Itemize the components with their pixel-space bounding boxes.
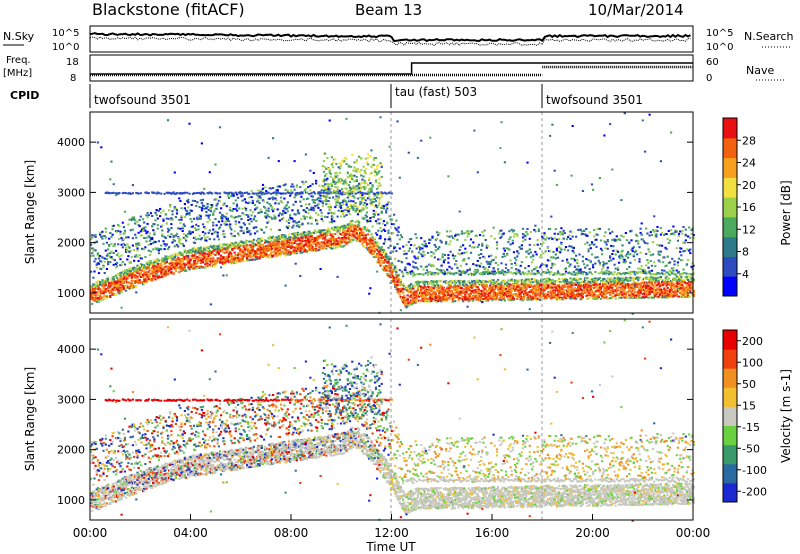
nsky-label: N.Sky — [3, 30, 35, 43]
velocity-colorbar-label: Velocity [m s-1] — [779, 369, 793, 463]
freq-panel: Freq. [MHz] 18 8 60 0 Nave — [3, 54, 784, 84]
power-colorbar-label: Power [dB] — [779, 180, 793, 245]
velocity-colorbar-segment-6 — [723, 368, 737, 388]
velocity-ylabel: Slant Range [km] — [23, 367, 37, 471]
noise-right-tick-top: 10^5 — [706, 28, 733, 39]
power-cbar-tick-label-2: 12 — [742, 223, 756, 236]
nave-label: Nave — [746, 64, 774, 77]
velocity-colorbar-segment-2 — [723, 444, 737, 465]
velocity-colorbar-segment-5 — [723, 387, 737, 407]
velocity-heatmap — [90, 319, 695, 522]
power-cbar-tick-label-5: 24 — [742, 157, 756, 170]
power-colorbar-segment-4 — [723, 197, 737, 218]
freq-tick-bottom: 8 — [70, 73, 76, 84]
velocity-cbar-tick-label-2: 50 — [742, 378, 756, 391]
x-axis-label: Time UT — [365, 540, 416, 554]
power-colorbar-segment-2 — [723, 236, 737, 257]
power-plot-frame — [89, 111, 694, 314]
xtick-label-5: 20:00 — [575, 526, 610, 540]
velocity-colorbar-frame — [722, 329, 738, 503]
power-colorbar-segment-6 — [723, 157, 737, 178]
velocity-panel: 1000 2000 3000 4000 Slant Range [km] — [23, 318, 695, 522]
x-axis: 00:00 04:00 08:00 12:00 16:00 20:00 00:00 — [73, 514, 711, 540]
power-colorbar-segment-3 — [723, 216, 737, 238]
velocity-cbar-tick-label-1: 100 — [742, 356, 763, 369]
xtick-label-3: 12:00 — [374, 526, 409, 540]
cpid-track: twofsound 3501 tau (fast) 503 twofsound … — [89, 84, 643, 108]
cpid-label: CPID — [10, 89, 39, 102]
velocity-colorbar-segment-4 — [723, 406, 737, 426]
velocity-colorbar: 200 100 50 15 -15 -50 -100 -200 — [722, 329, 767, 503]
xtick-label-4: 16:00 — [475, 526, 510, 540]
power-colorbar-segment-7 — [723, 137, 737, 159]
freq-unit-label: [MHz] — [3, 68, 32, 79]
velocity-cbar-tick-label-4: -15 — [742, 421, 760, 434]
velocity-cbar-tick-label-0: 200 — [742, 335, 763, 348]
nsearch-label: N.Search — [744, 30, 794, 43]
noise-right-tick-bottom: 10^0 — [706, 42, 733, 53]
velocity-cbar-tick-label-3: 15 — [742, 399, 756, 412]
cpid-segment-2: tau (fast) 503 — [395, 85, 477, 99]
velocity-colorbar-segment-1 — [723, 463, 737, 484]
velocity-cbar-tick-label-6: -100 — [742, 464, 767, 477]
freq-label: Freq. — [6, 55, 31, 66]
beam-title: Beam 13 — [355, 1, 422, 19]
nave-tick-top: 60 — [706, 57, 719, 68]
power-colorbar-segment-5 — [723, 177, 737, 198]
station-title: Blackstone (fitACF) — [92, 0, 245, 19]
power-cbar-tick-label-1: 8 — [742, 246, 749, 259]
velocity-colorbar-segment-8 — [723, 330, 737, 350]
velocity-colorbar-segment-0 — [723, 482, 737, 503]
power-ytick-label-3: 4000 — [57, 136, 85, 149]
power-ytick-label-0: 1000 — [57, 287, 85, 300]
cpid-segment-1: twofsound 3501 — [94, 93, 191, 107]
velocity-ytick-label-0: 1000 — [57, 494, 85, 507]
velocity-colorbar-segment-7 — [723, 349, 737, 369]
noise-left-tick-bottom: 10^0 — [52, 42, 79, 53]
power-colorbar-segment-8 — [723, 118, 737, 139]
noise-panel: N.Sky 10^5 10^0 10^5 10^0 N.Search — [3, 25, 794, 53]
power-cbar-tick-label-3: 16 — [742, 201, 756, 214]
power-colorbar-segment-0 — [723, 276, 737, 297]
power-cbar-tick-label-0: 4 — [742, 268, 749, 281]
power-cbar-tick-label-6: 28 — [742, 134, 756, 147]
cpid-segment-3: twofsound 3501 — [546, 93, 643, 107]
power-ytick-label-2: 3000 — [57, 186, 85, 199]
power-ytick-label-1: 2000 — [57, 237, 85, 250]
nsky-trace — [89, 32, 691, 43]
power-cbar-tick-label-4: 20 — [742, 179, 756, 192]
xtick-label-2: 08:00 — [274, 526, 309, 540]
nave-trace — [90, 65, 693, 77]
freq-trace — [90, 62, 693, 75]
xtick-label-0: 00:00 — [73, 526, 108, 540]
velocity-cbar-tick-label-5: -50 — [742, 442, 760, 455]
velocity-ytick-label-2: 3000 — [57, 393, 85, 406]
noise-left-tick-top: 10^5 — [52, 28, 79, 39]
power-panel: 1000 2000 3000 4000 Slant Range [km] — [23, 111, 695, 315]
power-colorbar-segment-1 — [723, 256, 737, 277]
xtick-label-1: 04:00 — [173, 526, 208, 540]
velocity-colorbar-segment-3 — [723, 425, 737, 446]
power-heatmap — [90, 112, 695, 315]
freq-tick-top: 18 — [66, 57, 79, 68]
xtick-label-6: 00:00 — [676, 526, 711, 540]
nsearch-trace — [89, 36, 691, 47]
velocity-ytick-label-3: 4000 — [57, 343, 85, 356]
velocity-cbar-tick-label-7: -200 — [742, 485, 767, 498]
date-title: 10/Mar/2014 — [588, 1, 684, 19]
power-colorbar: 4 8 12 16 20 24 28 — [722, 117, 756, 297]
nave-tick-bottom: 0 — [706, 73, 712, 84]
velocity-ytick-label-1: 2000 — [57, 444, 85, 457]
power-ylabel: Slant Range [km] — [23, 160, 37, 264]
